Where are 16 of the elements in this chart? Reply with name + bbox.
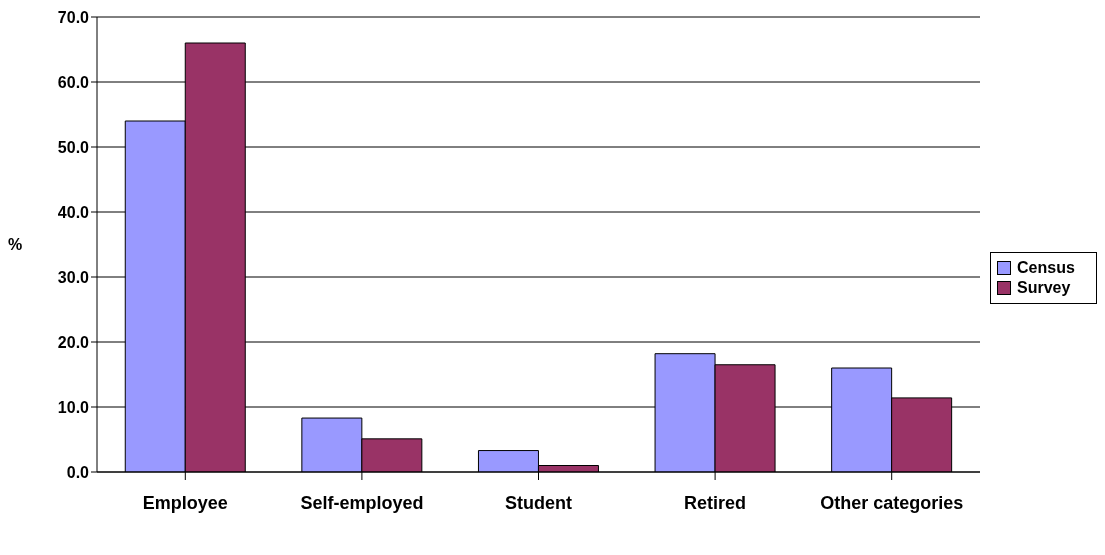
legend-label: Census <box>1017 258 1075 277</box>
y-tick-label: 70.0 <box>57 8 90 26</box>
x-tick-label: Self-employed <box>300 492 424 513</box>
y-tick-label: 20.0 <box>57 333 90 351</box>
x-tick-label: Other categories <box>820 492 964 513</box>
y-axis-title: % <box>8 236 23 254</box>
y-tick-label: 30.0 <box>57 268 90 286</box>
y-tick-label: 60.0 <box>57 73 90 91</box>
x-tick-label: Retired <box>684 492 747 513</box>
y-tick-label: 0.0 <box>66 463 90 481</box>
y-tick-label: 50.0 <box>57 138 90 156</box>
y-tick-label: 40.0 <box>57 203 90 221</box>
y-tick-label: 10.0 <box>57 398 90 416</box>
x-tick-label: Employee <box>142 492 228 513</box>
x-tick-label: Student <box>505 492 572 513</box>
legend-label: Survey <box>1017 278 1071 297</box>
